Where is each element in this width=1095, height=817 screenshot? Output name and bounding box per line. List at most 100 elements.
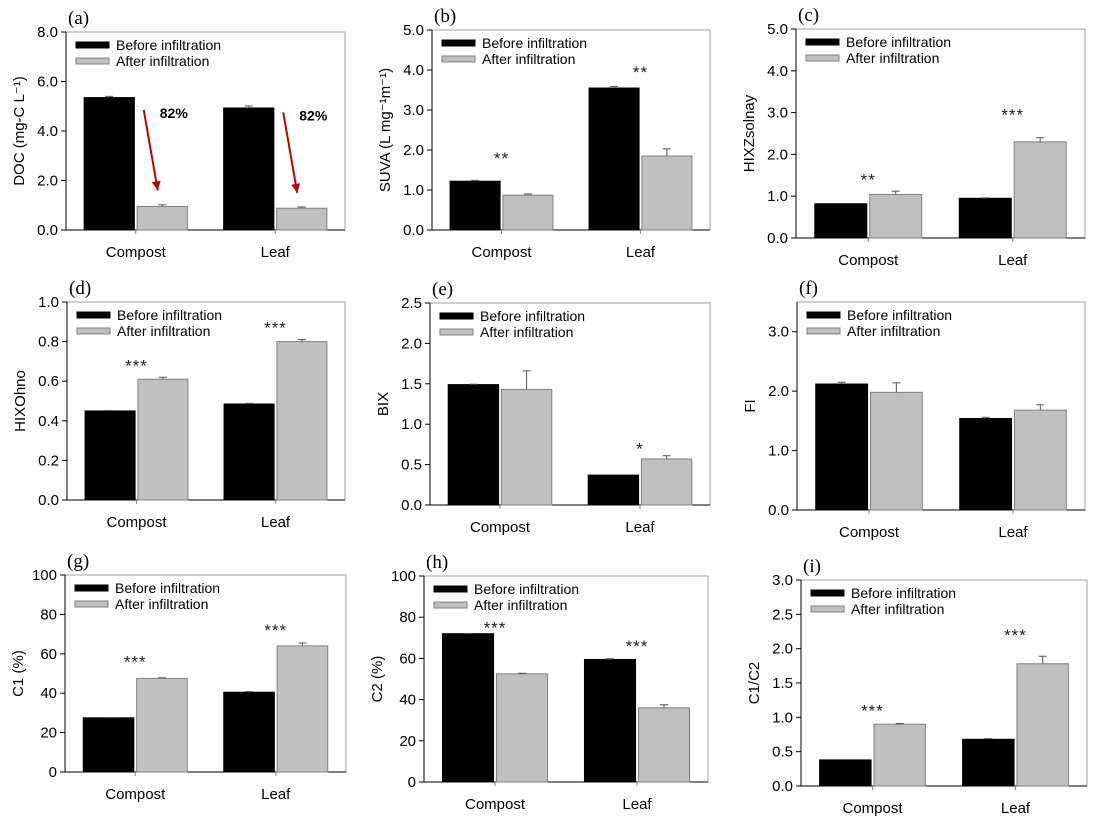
panel-label: (a) <box>68 8 89 29</box>
x-category-label: Leaf <box>998 252 1028 269</box>
y-tick-label: 0.0 <box>767 230 788 247</box>
bar-before-compost <box>449 180 501 231</box>
panel-label: (e) <box>432 279 453 300</box>
x-category-label: Compost <box>839 524 900 541</box>
bar-after-compost <box>136 677 188 773</box>
significance-marker: *** <box>484 619 507 638</box>
y-tick-label: 0.5 <box>772 744 793 761</box>
legend-swatch-before <box>74 584 109 592</box>
y-axis-title: HIXOhno <box>12 370 29 432</box>
y-tick-label: 2.0 <box>767 146 788 163</box>
y-tick-label: 8.0 <box>37 24 58 41</box>
bar-after-leaf <box>1013 141 1067 239</box>
y-axis-title: C1/C2 <box>746 662 763 705</box>
bar-after-leaf <box>637 707 691 783</box>
legend-swatch-after <box>433 601 468 609</box>
y-tick-label: 6.0 <box>37 74 58 91</box>
panel-label: (f) <box>799 278 818 299</box>
legend-label-after: After infiltration <box>847 323 940 339</box>
panel-label: (d) <box>69 278 91 299</box>
significance-marker: *** <box>861 701 884 720</box>
chart-panel-c: (c) 0.0 1.0 2.0 3.0 4.0 5.0 HIXZsolnay Compost Le… <box>741 5 1086 269</box>
bar-after-leaf <box>640 458 693 506</box>
y-tick-label: 0 <box>408 774 416 791</box>
y-tick-label: 3.0 <box>772 572 793 589</box>
legend-label-after: After infiltration <box>480 324 573 340</box>
x-category-label: Leaf <box>626 244 656 261</box>
x-category-label: Compost <box>106 244 167 261</box>
legend-swatch-after <box>805 54 840 62</box>
panel-label: (h) <box>426 552 448 573</box>
significance-marker: *** <box>1004 626 1027 645</box>
legend-swatch-before <box>75 41 110 49</box>
panel-label: (c) <box>798 5 819 26</box>
x-category-label: Compost <box>465 796 526 813</box>
bar-before-compost <box>814 203 868 239</box>
bar-before-leaf <box>223 403 275 501</box>
y-tick-label: 1.0 <box>772 709 793 726</box>
y-tick-label: 20 <box>399 733 416 750</box>
bar-before-leaf <box>588 87 640 231</box>
y-tick-label: 40 <box>399 692 416 709</box>
panel-label: (g) <box>67 551 89 572</box>
bar-before-leaf <box>223 691 275 773</box>
significance-marker: ** <box>494 149 509 168</box>
y-tick-label: 20 <box>40 725 57 742</box>
arrow-head-icon <box>151 180 161 191</box>
y-tick-label: 4.0 <box>767 63 788 80</box>
y-tick-label: 1.5 <box>401 376 422 393</box>
y-axis-title: BIX <box>375 392 392 416</box>
bar-after-leaf <box>276 645 329 773</box>
x-category-label: Leaf <box>1001 800 1031 817</box>
bar-after-leaf <box>276 207 328 231</box>
x-category-label: Compost <box>471 244 532 261</box>
bar-before-leaf <box>223 107 275 231</box>
y-tick-label: 2.0 <box>401 335 422 352</box>
y-tick-label: 3.0 <box>403 102 424 119</box>
legend-label-after: After infiltration <box>846 50 939 66</box>
bar-after-compost <box>137 378 189 501</box>
chart-panel-g: (g) 0 20 40 60 80 100 C1 (%) Compost Leaf *** *** Be… <box>10 551 347 803</box>
legend-label-after: After infiltration <box>851 601 944 617</box>
legend-swatch-after <box>810 605 845 613</box>
legend-swatch-before <box>805 38 840 46</box>
significance-marker: *** <box>1001 106 1024 125</box>
bar-before-compost <box>83 97 135 231</box>
chart-panel-f: (f) 0.0 1.0 2.0 3.0 FI Compost Leaf Before infil… <box>742 278 1086 541</box>
bar-after-compost <box>873 723 926 787</box>
y-tick-label: 60 <box>40 646 57 663</box>
legend-swatch-after <box>76 327 111 335</box>
y-tick-label: 0.0 <box>37 222 58 239</box>
bar-after-compost <box>495 673 549 783</box>
reduction-arrow <box>142 109 159 191</box>
legend-swatch-before <box>441 39 476 47</box>
reduction-percent-label: 82% <box>299 107 328 123</box>
arrow-head-icon <box>291 183 301 193</box>
bar-before-compost <box>84 410 136 501</box>
legend-label-before: Before infiltration <box>846 34 951 50</box>
bar-after-leaf <box>641 155 693 231</box>
significance-marker: *** <box>124 653 147 672</box>
legend-label-before: Before infiltration <box>482 35 587 51</box>
reduction-percent-label: 82% <box>160 105 189 121</box>
x-category-label: Leaf <box>998 524 1028 541</box>
legend-label-after: After infiltration <box>474 597 567 613</box>
y-tick-label: 0.0 <box>401 497 422 514</box>
y-axis-title: DOC (mg-C L⁻¹) <box>11 76 28 186</box>
bar-after-leaf <box>1016 663 1069 787</box>
x-category-label: Leaf <box>625 519 655 536</box>
x-category-label: Compost <box>470 519 531 536</box>
y-tick-label: 100 <box>32 567 57 584</box>
y-axis-title: C1 (%) <box>10 650 27 697</box>
legend-label-before: Before infiltration <box>116 37 221 53</box>
legend-label-before: Before infiltration <box>115 580 220 596</box>
x-category-label: Compost <box>842 800 903 817</box>
y-tick-label: 1.5 <box>772 675 793 692</box>
y-tick-label: 0.4 <box>38 413 59 430</box>
y-tick-label: 2.0 <box>768 383 789 400</box>
bar-after-leaf <box>276 341 328 501</box>
bar-before-compost <box>819 759 872 787</box>
y-tick-label: 0 <box>49 764 57 781</box>
bar-after-compost <box>502 194 554 231</box>
reduction-arrow <box>282 112 299 194</box>
